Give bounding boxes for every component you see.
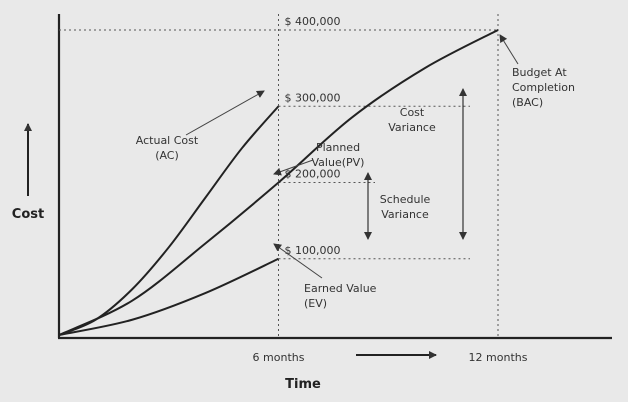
annotation-pv: Planned Value(PV)	[312, 141, 365, 169]
value-labels: $ 400,000 $ 300,000 $ 200,000 $ 100,000	[285, 15, 341, 257]
annotation-cost-variance: Cost Variance	[388, 106, 436, 134]
earned-value-curve	[58, 257, 279, 336]
x-axis-title: Time	[285, 377, 321, 392]
value-label: $ 400,000	[285, 15, 341, 28]
ev-pointer	[273, 243, 323, 279]
x-tick-label: 6 months	[253, 351, 305, 364]
x-tick-label: 12 months	[469, 351, 528, 364]
guide-lines	[59, 14, 499, 338]
planned-value-curve	[58, 29, 499, 336]
ac-pointer	[185, 90, 265, 136]
series-curves	[58, 29, 499, 336]
annotations: Actual Cost (AC) Planned Value(PV) Earned Va…	[136, 66, 575, 310]
y-axis-title: Cost	[12, 207, 44, 222]
value-label: $ 100,000	[285, 244, 341, 257]
pv-pointer	[273, 159, 314, 176]
x-tick-labels: 6 months 12 months	[253, 351, 528, 364]
annotation-schedule-variance: Schedule Variance	[380, 193, 431, 221]
annotation-bac: Budget At Completion (BAC)	[512, 66, 575, 109]
value-label: $ 200,000	[285, 168, 341, 181]
bac-pointer	[499, 34, 519, 65]
annotation-ac: Actual Cost (AC)	[136, 134, 199, 162]
annotation-ev: Earned Value (EV)	[304, 282, 377, 310]
value-label: $ 300,000	[285, 91, 341, 104]
